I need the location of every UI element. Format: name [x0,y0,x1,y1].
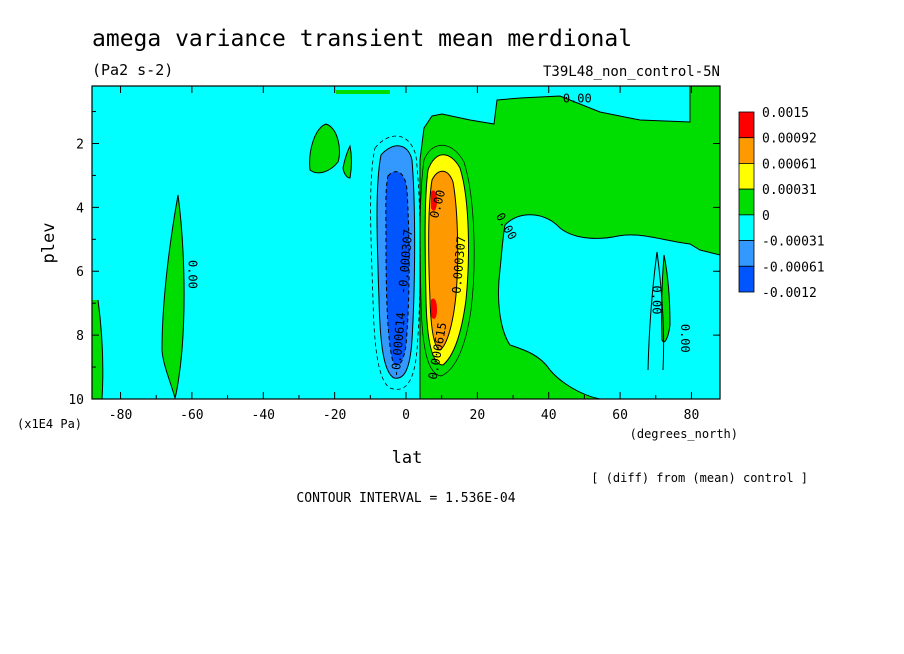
y-axis-units: (x1E4 Pa) [17,417,82,431]
colorbar-swatch [738,265,755,293]
y-tick-label: 2 [76,137,84,152]
x-tick-label: 60 [612,408,628,423]
positive-blob-sh2 [343,146,352,178]
x-tick-label: 40 [541,408,557,423]
pos-contour-2 [428,170,459,351]
positive-blob-sh1 [309,124,340,173]
x-axis: -80 -60 -40 -20 0 20 40 60 80 [109,86,699,423]
zero-contour-west [97,299,104,399]
y-tick-label: 10 [68,393,84,408]
contour-label: 0.00 [563,91,592,105]
y-tick-label: 4 [76,201,84,216]
zero-contour-main [419,86,691,399]
zero-contour-strip1 [647,251,665,371]
units-label: (Pa2 s-2) [92,61,173,79]
contour-lines [97,86,720,399]
colorbar-label: -0.0012 [762,286,817,301]
neg-contour-dashed-outer [370,135,421,390]
colorbar-label: 0.0015 [762,106,809,121]
zero-contour-strip2 [661,254,671,343]
contour-labels: 0.000.000.000.000.000.000.0003070.000615… [185,91,691,380]
positive-anomaly-0.00092 [431,190,437,211]
colorbar-label: -0.00031 [762,235,825,250]
chart-title: amega variance transient mean merdional [92,26,632,52]
negative-anomaly-0.00061 [385,171,410,365]
zero-contour-sh1 [309,123,340,174]
colorbar-label: 0.00092 [762,132,817,147]
contour-label: -0.000307 [396,229,416,295]
positive-anomaly-0.00092b [431,298,437,319]
x-axis-title: lat [392,448,423,468]
contour-label: -0.000614 [389,312,409,378]
x-tick-label: -40 [252,408,275,423]
y-axis: 2 4 6 8 10 [68,111,720,408]
colorbar-label: 0.00031 [762,183,817,198]
x-tick-label: -80 [109,408,132,423]
zero-contour-right [497,214,720,399]
x-tick-label: 20 [470,408,486,423]
positive-strip-west-edge [92,300,103,399]
x-axis-units: (degrees_north) [630,427,738,441]
zero-contour-sh2 [342,144,352,179]
colorbar-swatch [738,137,755,164]
colorbar-swatch [738,188,755,216]
contour-label: 0.00 [649,286,663,315]
contour-label: 0.000307 [450,235,469,294]
pos-contour-1 [424,154,469,366]
colorbar-swatch [738,111,755,139]
colorbar-label: -0.00061 [762,260,825,275]
run-label: T39L48_non_control-5N [543,64,720,80]
zero-contour-sh3 [161,194,185,399]
colorbar-swatch [738,240,755,267]
neg-contour-dashed-inner [385,171,410,366]
contour-label: 0.00 [185,260,199,289]
y-tick-label: 6 [76,265,84,280]
y-axis-title: plev [39,223,59,264]
diff-note: [ (diff) from (mean) control ] [591,471,808,485]
y-tick-label: 8 [76,329,84,344]
contour-label: 0.00 [678,324,692,353]
pos-contour-outer [419,145,475,377]
colorbar-label: 0.00061 [762,157,817,172]
positive-streak-top [336,90,390,94]
colorbar: 0.0015 0.00092 0.00061 0.00031 0 -0.00031 -0.0… [738,106,825,301]
neg-contour-1 [376,145,416,379]
x-tick-label: 80 [684,408,700,423]
x-tick-label: -60 [180,408,203,423]
colorbar-swatch [738,214,755,241]
positive-strip-sh [162,195,185,398]
colorbar-swatch [738,163,755,190]
negative-strip-right-1 [648,252,664,376]
positive-strip-right-1 [661,255,670,342]
x-tick-label: -20 [323,408,346,423]
contour-interval: CONTOUR INTERVAL = 1.536E-04 [296,491,515,506]
x-tick-label: 0 [402,408,410,423]
colorbar-label: 0 [762,209,770,224]
